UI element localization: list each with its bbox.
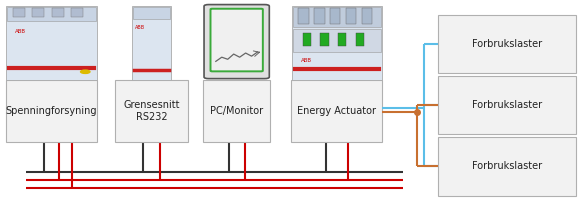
- Bar: [314, 8, 325, 24]
- Text: ABB: ABB: [301, 58, 312, 63]
- Bar: [356, 33, 364, 46]
- Text: Forbrukslaster: Forbrukslaster: [472, 161, 542, 171]
- Bar: [330, 8, 340, 24]
- Bar: [7, 7, 96, 21]
- Bar: [133, 7, 170, 19]
- Bar: [303, 33, 311, 46]
- Bar: [115, 80, 188, 142]
- Bar: [298, 8, 309, 24]
- Bar: [320, 33, 329, 46]
- Text: Grensesnitt
RS232: Grensesnitt RS232: [123, 100, 180, 122]
- Text: PC/Monitor: PC/Monitor: [210, 106, 263, 116]
- Bar: [438, 15, 576, 73]
- Bar: [338, 33, 346, 46]
- Bar: [346, 8, 356, 24]
- Circle shape: [81, 70, 90, 73]
- Bar: [291, 80, 382, 142]
- Text: ABB: ABB: [135, 25, 145, 30]
- Text: Forbrukslaster: Forbrukslaster: [472, 100, 542, 110]
- Bar: [203, 80, 270, 142]
- Bar: [71, 8, 83, 17]
- Bar: [293, 7, 381, 27]
- Text: Forbrukslaster: Forbrukslaster: [472, 39, 542, 49]
- Bar: [438, 76, 576, 134]
- Bar: [292, 6, 382, 80]
- Bar: [293, 29, 381, 52]
- Bar: [6, 6, 97, 80]
- Bar: [13, 8, 25, 17]
- FancyBboxPatch shape: [204, 5, 269, 79]
- Text: Energy Actuator: Energy Actuator: [297, 106, 376, 116]
- Text: Spenningforsyning: Spenningforsyning: [6, 106, 97, 116]
- Bar: [132, 6, 171, 80]
- Bar: [362, 8, 372, 24]
- FancyBboxPatch shape: [211, 9, 263, 71]
- Bar: [52, 8, 64, 17]
- Bar: [6, 80, 97, 142]
- Bar: [32, 8, 44, 17]
- Text: ABB: ABB: [15, 29, 26, 34]
- Bar: [438, 137, 576, 196]
